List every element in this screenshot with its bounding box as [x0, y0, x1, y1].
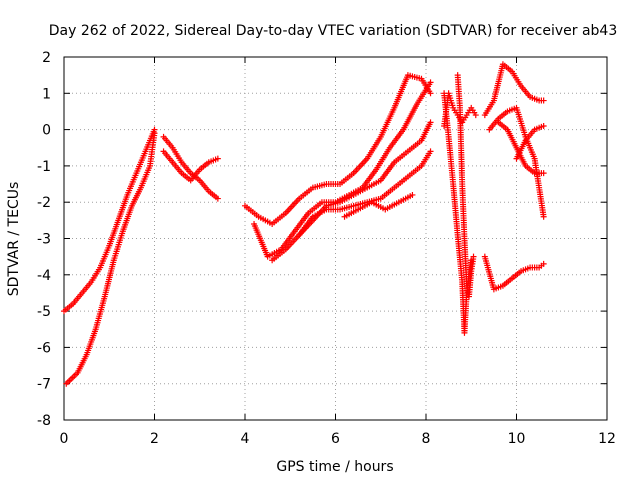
series-arc-c1 [242, 72, 434, 227]
y-tick-label: -1 [37, 159, 51, 175]
series-arc-a-lower [63, 130, 158, 387]
x-tick-label: 6 [331, 431, 340, 447]
grid-lines [64, 57, 607, 420]
data-point [472, 112, 479, 119]
data-point [540, 97, 547, 104]
data-point [470, 253, 477, 260]
y-tick-label: -7 [37, 377, 51, 393]
y-tick-label: 1 [42, 86, 51, 102]
y-tick-label: 2 [42, 50, 51, 66]
data-point [540, 260, 547, 267]
y-tick-label: -3 [37, 232, 51, 248]
x-tick-label: 2 [150, 431, 159, 447]
x-tick-label: 4 [241, 431, 250, 447]
series-arc-e3 [495, 119, 547, 177]
y-tick-label: 0 [42, 123, 51, 139]
data-point [540, 170, 547, 177]
series-arc-e5 [513, 122, 547, 162]
data-point [409, 191, 416, 198]
series-arc-e1 [481, 61, 547, 119]
x-tick-label: 10 [508, 431, 526, 447]
data-points [61, 61, 547, 387]
series-arc-c2 [251, 79, 434, 260]
y-tick-label: -2 [37, 195, 51, 211]
data-point [540, 213, 547, 220]
y-axis: -8 -7 -6 -5 -4 -3 -2 -1 0 1 2 [37, 50, 607, 429]
y-tick-label: -8 [37, 413, 51, 429]
series-arc-e4 [481, 253, 547, 293]
data-point [427, 79, 434, 86]
series-arc-e2 [486, 104, 547, 220]
y-tick-label: -5 [37, 304, 51, 320]
series-arc-b1 [160, 133, 221, 202]
data-point [540, 122, 547, 129]
data-point [214, 155, 221, 162]
x-tick-label: 0 [60, 431, 69, 447]
x-tick-label: 8 [422, 431, 431, 447]
series-arc-a-upper [61, 126, 158, 315]
series-arc-d3 [441, 90, 479, 129]
series-arc-c5 [341, 191, 416, 220]
y-tick-label: -6 [37, 340, 51, 356]
series-arc-c4 [296, 119, 434, 238]
data-point [427, 119, 434, 126]
data-point [427, 90, 434, 97]
x-tick-label: 12 [598, 431, 616, 447]
y-tick-label: -4 [37, 268, 51, 284]
y-axis-label: SDTVAR / TECUs [6, 182, 22, 297]
data-point [427, 148, 434, 155]
x-axis: 0 2 4 6 8 10 12 [60, 57, 616, 447]
chart-title: Day 262 of 2022, Sidereal Day-to-day VTE… [49, 23, 618, 39]
x-axis-label: GPS time / hours [276, 459, 393, 475]
data-point [151, 130, 158, 137]
series-arc-b2 [160, 148, 221, 184]
data-point [214, 195, 221, 202]
